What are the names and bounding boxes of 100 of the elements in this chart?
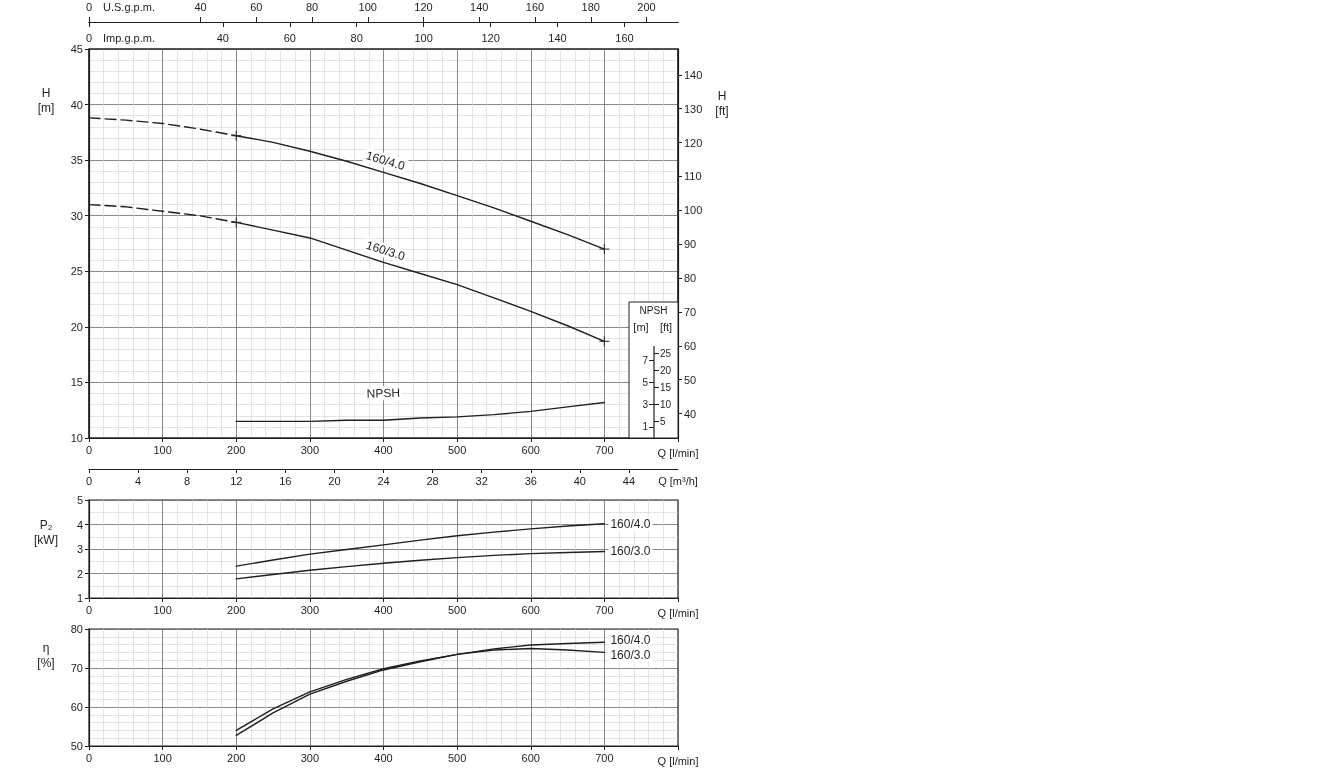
x2-tick-label: 12	[230, 474, 243, 487]
y-tick-label: 35	[70, 154, 83, 167]
x-tick-label: 200	[227, 603, 246, 616]
y-axis-title: [m]	[633, 321, 649, 333]
y-tick-label: 50	[70, 740, 83, 752]
x2-tick-label: 60	[283, 31, 296, 44]
y-tick-label: 3	[642, 399, 649, 411]
x-tick-label: 0	[85, 443, 93, 456]
x-tick-label: 600	[521, 751, 540, 764]
text: NPSH	[639, 304, 668, 316]
y2-tick-label: 70	[684, 305, 697, 318]
x2-tick-label: 100	[358, 0, 377, 13]
x2-tick-label: 0	[85, 474, 93, 487]
x-tick-label: 400	[374, 751, 393, 764]
y-tick-label: 10	[70, 432, 83, 444]
x-tick-label: 700	[595, 443, 614, 456]
y-tick-label: 5	[76, 494, 83, 506]
x-tick-label: 200	[227, 443, 246, 456]
y-tick-label: 7	[642, 354, 649, 366]
x2-axis-title: U.S.g.p.m.	[103, 0, 155, 13]
x2-tick-label: 8	[184, 474, 191, 487]
x-axis-title: Q [l/min]	[657, 606, 699, 619]
x2-tick-label: 120	[481, 31, 500, 44]
x-tick-label: 0	[85, 751, 93, 764]
x-tick-label: 500	[447, 443, 467, 456]
x-tick-label: 100	[153, 603, 172, 616]
y2-axis-title: H [ft]	[715, 88, 729, 118]
x2-tick-label: 40	[194, 0, 207, 13]
x2-tick-label: 160	[525, 0, 545, 13]
y2-tick-label: 5	[660, 415, 666, 427]
x2-tick-label: 28	[426, 474, 439, 487]
y2-tick-label: 15	[660, 381, 672, 393]
x-tick-label: 300	[300, 603, 320, 616]
y2-tick-label: 100	[684, 204, 703, 217]
x-tick-label: 300	[300, 751, 320, 764]
y-axis-title: H [m]	[37, 85, 55, 115]
x-tick-label: 700	[595, 751, 614, 764]
x2-tick-label: 180	[581, 0, 600, 13]
x2-tick-label: 4	[135, 474, 142, 487]
y-tick-label: 20	[70, 320, 83, 333]
x2-tick-label: 40	[216, 31, 229, 44]
x2-tick-label: 140	[548, 31, 567, 44]
x-tick-label: 500	[447, 603, 467, 616]
x2-tick-label: 44	[622, 474, 636, 487]
x2-axis-title: Imp.g.p.m.	[103, 31, 155, 44]
y-tick-label: 80	[70, 623, 83, 635]
x2-axis-title: Q [m³/h]	[658, 474, 698, 487]
x2-tick-label: 36	[524, 474, 537, 487]
y-axis-title: η [%]	[37, 640, 55, 670]
x-tick-label: 100	[153, 443, 172, 456]
x-tick-label: 400	[374, 603, 393, 616]
y-tick-label: 60	[70, 701, 83, 713]
x2-tick-label: 120	[414, 0, 433, 13]
x2-tick-label: 160	[615, 31, 634, 44]
x-axis-title: Q [l/min]	[657, 446, 699, 459]
series-label: 160/4.0	[610, 516, 651, 531]
x-tick-label: 600	[521, 603, 540, 616]
y-tick-label: 40	[70, 98, 83, 111]
y-axis-title: P₂ [kW]	[34, 517, 58, 547]
x2-tick-label: 0	[85, 31, 93, 44]
y-tick-label: 5	[642, 376, 649, 388]
x-tick-label: 100	[153, 751, 172, 764]
x2-tick-label: 60	[250, 0, 263, 13]
y2-tick-label: 140	[684, 68, 703, 81]
x2-tick-label: 20	[328, 474, 341, 487]
series-label: 160/4.0	[610, 632, 651, 647]
y2-tick-label: 50	[684, 373, 697, 386]
y-tick-label: 30	[70, 209, 83, 222]
x2-tick-label: 32	[475, 474, 488, 487]
x-tick-label: 600	[521, 443, 540, 456]
x-tick-label: 500	[447, 751, 467, 764]
series-label: 160/3.0	[610, 647, 651, 662]
y2-tick-label: 130	[684, 102, 703, 115]
y2-tick-label: 40	[684, 407, 697, 420]
y2-axis-title: [ft]	[659, 321, 673, 333]
x2-tick-label: 0	[85, 0, 93, 13]
x2-tick-label: 24	[377, 474, 390, 487]
y2-tick-label: 60	[684, 339, 697, 352]
y-tick-label: 45	[70, 43, 83, 55]
y-tick-label: 1	[76, 592, 83, 604]
x-tick-label: 300	[300, 443, 320, 456]
y-tick-label: 3	[76, 543, 83, 555]
y-tick-label: 25	[70, 265, 83, 278]
x-tick-label: 700	[595, 603, 614, 616]
y2-tick-label: 25	[660, 347, 672, 359]
x2-tick-label: 80	[305, 0, 319, 13]
x-tick-label: 200	[227, 751, 246, 764]
text: 160/3.0	[364, 238, 408, 264]
x-axis-title: Q [l/min]	[657, 754, 699, 767]
x2-tick-label: 100	[414, 31, 433, 44]
text: 160/4.0	[364, 148, 407, 174]
y2-tick-label: 120	[684, 136, 703, 149]
y-tick-label: 15	[70, 376, 83, 389]
x-tick-label: 400	[374, 443, 393, 456]
x2-tick-label: 140	[470, 0, 489, 13]
y-tick-label: 70	[70, 662, 83, 674]
y2-tick-label: 10	[660, 398, 672, 410]
y2-tick-label: 80	[684, 272, 697, 285]
x-tick-label: 0	[85, 603, 93, 616]
x2-tick-label: 40	[573, 474, 586, 487]
